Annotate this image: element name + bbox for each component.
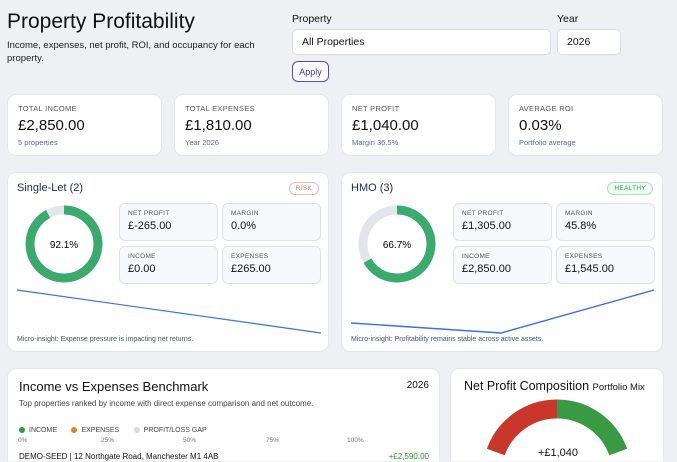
stat-average-roi: AVERAGE ROI 0.03% Portfolio average [508, 94, 663, 156]
sparkline-line [350, 289, 655, 334]
year-label: Year [557, 13, 579, 25]
micro-insight: Micro-insight: Profitability remains sta… [351, 336, 544, 343]
net-profit-box: NET PROFIT £1,305.00 [453, 203, 552, 241]
legend-label: PROFIT/LOSS GAP [143, 426, 207, 434]
stat-value: £2,850.00 [18, 117, 85, 134]
mini-title: INCOME [128, 253, 156, 260]
sparkline-line [16, 289, 322, 334]
property-label: Property [292, 13, 332, 25]
mini-value: £265.00 [231, 263, 271, 275]
occupancy-donut: 92.1% [25, 205, 103, 283]
mini-title: EXPENSES [231, 253, 269, 260]
expenses-box: EXPENSES £1,545.00 [556, 246, 655, 284]
stat-note: Portfolio average [519, 138, 576, 147]
tick-label: 0% [18, 437, 28, 444]
benchmark-subtitle: Top properties ranked by income with dir… [19, 399, 314, 408]
mini-value: 45.8% [565, 220, 597, 232]
margin-box: MARGIN 0.0% [222, 203, 321, 241]
composition-subtitle: Portfolio Mix [592, 382, 645, 393]
legend-expenses: EXPENSES [71, 427, 119, 434]
income-box: INCOME £2,850.00 [453, 246, 552, 284]
tick-label: 50% [183, 437, 197, 444]
segment-card-hmo: HMO (3) HEALTHY 66.7% NET PROFIT £1,305.0… [341, 172, 663, 352]
tick-label: 75% [266, 437, 280, 444]
stat-note: 5 properties [18, 138, 58, 147]
benchmark-row-name: DEMO-SEED | 12 Northgate Road, Mancheste… [19, 452, 219, 461]
stat-note: Margin 36.5% [352, 138, 399, 147]
gap-dot-icon [133, 427, 140, 433]
healthy-badge: HEALTHY [607, 182, 653, 195]
stat-title: TOTAL INCOME [18, 104, 77, 113]
occupancy-donut: 66.7% [358, 205, 436, 283]
stat-note: Year 2026 [185, 138, 219, 147]
donut-arc [358, 205, 436, 283]
mini-value: £2,850.00 [462, 263, 511, 275]
page-subtitle: Income, expenses, net profit, ROI, and o… [7, 40, 255, 64]
composition-title: Net Profit Composition Portfolio Mix [464, 379, 645, 393]
composition-donut [486, 399, 628, 456]
legend-label: EXPENSES [81, 426, 120, 434]
tick-label: 100% [347, 437, 364, 444]
mini-value: £0.00 [128, 263, 156, 275]
expenses-dot-icon [71, 427, 78, 433]
income-dot-icon [19, 427, 25, 433]
segment-title: Single-Let (2) [17, 182, 84, 194]
expenses-box: EXPENSES £265.00 [222, 246, 321, 284]
stat-total-income: TOTAL INCOME £2,850.00 5 properties [7, 94, 162, 156]
stat-title: AVERAGE ROI [519, 104, 574, 113]
expenses-arc [486, 399, 558, 456]
benchmark-title: Income vs Expenses Benchmark [19, 379, 209, 394]
legend-income: INCOME [19, 427, 57, 434]
mini-title: EXPENSES [565, 253, 603, 260]
stat-title: NET PROFIT [352, 104, 400, 113]
risk-badge: RISK [288, 182, 319, 195]
composition-center-value: +£1,040 [537, 447, 579, 459]
stat-value: 0.03% [519, 117, 562, 134]
sparkline [350, 289, 655, 334]
mini-title: MARGIN [231, 210, 259, 217]
segment-card-single-let: Single-Let (2) RISK 92.1% NET PROFIT £-26… [7, 172, 329, 352]
segment-title: HMO (3) [351, 182, 394, 194]
stat-title: TOTAL EXPENSES [185, 104, 255, 113]
legend-gap: PROFIT/LOSS GAP [133, 426, 207, 434]
mini-title: NET PROFIT [462, 210, 504, 217]
mini-value: 0.0% [231, 220, 257, 232]
mini-title: MARGIN [565, 210, 593, 217]
occupancy-label: 66.7% [383, 240, 411, 251]
composition-card: Net Profit Composition Portfolio Mix +£1… [450, 368, 664, 461]
tick-label: 25% [101, 437, 115, 444]
mini-title: INCOME [462, 253, 490, 260]
donut-arc [25, 205, 103, 283]
sparkline [16, 289, 322, 334]
property-select[interactable]: All Properties [292, 29, 551, 55]
micro-insight: Micro-insight: Expense pressure is impac… [17, 336, 194, 343]
stat-total-expenses: TOTAL EXPENSES £1,810.00 Year 2026 [174, 94, 329, 156]
income-box: INCOME £0.00 [119, 246, 218, 284]
page-title: Property Profitability [7, 10, 195, 33]
legend-label: INCOME [29, 426, 57, 434]
occupancy-label: 92.1% [50, 240, 78, 251]
mini-title: NET PROFIT [128, 210, 170, 217]
benchmark-card: Income vs Expenses Benchmark 2026 Top pr… [7, 368, 440, 461]
stat-net-profit: NET PROFIT £1,040.00 Margin 36.5% [341, 94, 496, 156]
benchmark-row-net: +£2,590.00 [388, 452, 429, 461]
benchmark-legend: INCOME EXPENSES PROFIT/LOSS GAP [19, 420, 217, 438]
apply-button[interactable]: Apply [292, 61, 329, 82]
stat-value: £1,040.00 [352, 117, 419, 134]
income-arc [556, 399, 628, 456]
mini-value: £-265.00 [128, 220, 172, 232]
benchmark-year: 2026 [406, 380, 429, 391]
mini-value: £1,545.00 [565, 263, 614, 275]
year-input[interactable]: 2026 [557, 29, 621, 55]
margin-box: MARGIN 45.8% [556, 203, 655, 241]
net-profit-box: NET PROFIT £-265.00 [119, 203, 218, 241]
mini-value: £1,305.00 [462, 220, 511, 232]
composition-title-text: Net Profit Composition [464, 379, 590, 393]
stat-value: £1,810.00 [185, 117, 252, 134]
